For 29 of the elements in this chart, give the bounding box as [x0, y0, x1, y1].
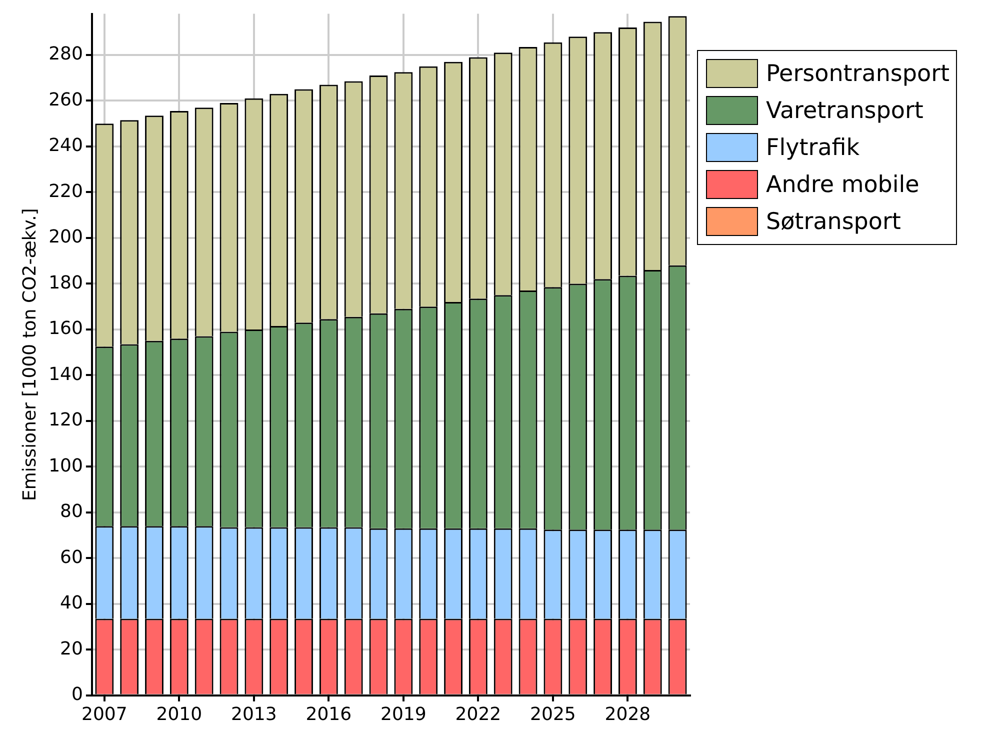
x-tick-label: 2028	[604, 704, 651, 725]
y-tick-label: 180	[48, 272, 83, 294]
x-tick-label: 2016	[306, 704, 352, 725]
y-tick-label: 280	[48, 44, 83, 65]
y-tick-label: 0	[72, 684, 83, 706]
y-tick-label: 140	[48, 364, 83, 385]
y-tick-label: 80	[60, 501, 83, 522]
y-axis-title: Emissioner [1000 ton CO2-ækv.]	[19, 208, 40, 502]
x-tick-label: 2022	[455, 704, 502, 725]
y-tick-label: 160	[48, 318, 83, 340]
y-tick-label: 240	[48, 135, 83, 156]
y-tick-label: 260	[48, 89, 83, 110]
x-tick-label: 2010	[156, 704, 202, 725]
legend-label: Andre mobile	[766, 172, 920, 198]
y-tick-label: 60	[60, 546, 83, 568]
x-tick-label: 2007	[82, 704, 128, 725]
legend-label: Søtransport	[766, 208, 901, 234]
y-tick-label: 120	[48, 410, 83, 431]
y-tick-label: 100	[48, 455, 83, 476]
y-tick-label: 200	[48, 226, 83, 248]
y-tick-label: 40	[60, 592, 83, 614]
y-tick-label: 20	[60, 638, 83, 660]
x-tick-label: 2019	[380, 704, 426, 725]
legend-label: Persontransport	[766, 60, 950, 86]
x-tick-label: 2013	[231, 704, 277, 725]
legend-label: Varetransport	[766, 98, 924, 124]
y-tick-label: 220	[48, 180, 83, 202]
x-tick-label: 2025	[530, 704, 576, 725]
legend-label: Flytrafik	[766, 134, 860, 160]
